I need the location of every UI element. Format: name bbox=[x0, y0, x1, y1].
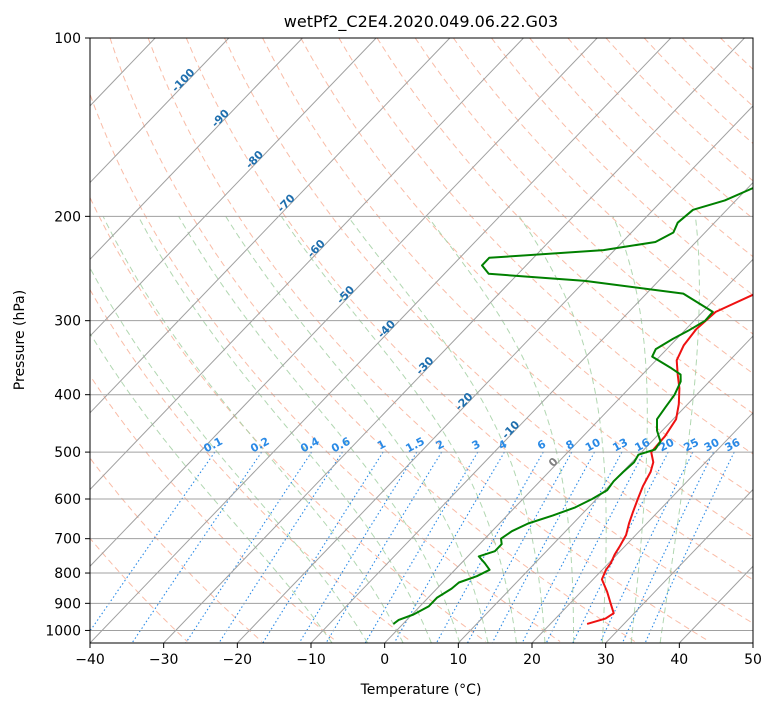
mixing-ratio-label: 25 bbox=[681, 436, 701, 455]
dry-adiabat-line bbox=[90, 457, 263, 642]
y-axis-title: Pressure (hPa) bbox=[12, 290, 28, 390]
background-lines bbox=[90, 38, 753, 643]
moist-adiabat-line bbox=[612, 216, 648, 643]
mixing-ratio-line bbox=[467, 451, 573, 643]
y-tick-label: 600 bbox=[54, 492, 81, 508]
isotherm-line bbox=[90, 38, 672, 643]
moist-adiabat-line bbox=[347, 216, 546, 643]
x-tick-label: −40 bbox=[75, 652, 105, 668]
dry-adiabat-line bbox=[224, 38, 753, 581]
x-tick-label: 10 bbox=[449, 652, 467, 668]
x-tick-label: −20 bbox=[223, 652, 253, 668]
x-tick-label: 0 bbox=[380, 652, 389, 668]
y-tick-label: 900 bbox=[54, 596, 81, 612]
isotherm-line bbox=[90, 38, 451, 414]
mixing-ratio-line bbox=[325, 451, 443, 643]
y-tick-label: 500 bbox=[54, 445, 81, 461]
isotherm-line bbox=[90, 38, 230, 184]
isotherm-line bbox=[90, 38, 598, 567]
y-tick-label: 200 bbox=[54, 209, 81, 225]
dry-adiabat-line bbox=[90, 374, 337, 642]
temperature-profile-line bbox=[586, 293, 753, 625]
dry-adiabat-line bbox=[90, 196, 486, 642]
y-tick-label: 800 bbox=[54, 566, 81, 582]
x-tick-label: 30 bbox=[597, 652, 615, 668]
isotherm-line bbox=[605, 488, 753, 643]
isotherm-line bbox=[384, 258, 753, 643]
y-tick-label: 700 bbox=[54, 532, 81, 548]
mixing-ratio-label: 30 bbox=[702, 436, 722, 455]
mixing-ratio-label: 13 bbox=[610, 436, 630, 455]
mixing-ratio-line bbox=[545, 451, 645, 643]
x-axis-title: Temperature (°C) bbox=[360, 682, 482, 698]
mixing-ratio-line bbox=[599, 451, 694, 643]
mixing-ratio-label: 10 bbox=[583, 436, 603, 455]
dry-adiabat-line bbox=[109, 38, 635, 642]
mixing-ratio-label: 16 bbox=[633, 436, 653, 455]
mixing-ratio-line bbox=[621, 451, 714, 643]
series-layer bbox=[392, 186, 753, 625]
moist-adiabat-line bbox=[90, 266, 369, 643]
x-tick-label: 40 bbox=[670, 652, 688, 668]
dry-adiabat-line bbox=[90, 288, 412, 642]
isotherm-line bbox=[236, 105, 753, 643]
isotherm-line bbox=[457, 335, 753, 643]
dry-adiabat-line bbox=[338, 38, 753, 455]
y-tick-label: 400 bbox=[54, 388, 81, 404]
plot-frame bbox=[89, 37, 754, 644]
isotherm-line bbox=[90, 38, 303, 261]
dry-adiabat-line bbox=[300, 38, 753, 496]
moist-adiabat-line bbox=[518, 216, 607, 643]
mixing-ratio-line bbox=[572, 451, 669, 643]
isotherm-line bbox=[163, 38, 745, 643]
x-tick-label: −30 bbox=[149, 652, 179, 668]
moist-adiabat-line bbox=[659, 216, 700, 643]
chart-title: wetPf2_C2E4.2020.049.06.22.G03 bbox=[284, 12, 558, 32]
dry-adiabat-line bbox=[90, 537, 188, 642]
x-tick-label: −10 bbox=[296, 652, 326, 668]
dry-adiabat-line bbox=[90, 92, 561, 642]
moist-adiabat-line bbox=[280, 216, 517, 643]
mixing-ratio-line bbox=[298, 451, 418, 643]
x-tick-label: 50 bbox=[744, 652, 762, 668]
mixing-ratio-label: 36 bbox=[723, 436, 743, 455]
y-tick-label: 1000 bbox=[45, 623, 81, 639]
mixing-ratio-line bbox=[185, 451, 313, 643]
axis-ticks: −40 −30 −20 −10 0 10 20 30 40 50 100 200 300 400 500 60… bbox=[45, 31, 762, 668]
isotherm-line bbox=[310, 181, 753, 643]
isotherm-line bbox=[90, 38, 377, 337]
y-tick-label: 300 bbox=[54, 314, 81, 330]
y-tick-label: 100 bbox=[54, 31, 81, 47]
dry-adiabat-line bbox=[491, 38, 753, 296]
mixing-ratio-line bbox=[90, 451, 216, 633]
moist-adiabat-line bbox=[102, 216, 404, 643]
dewpoint-profile-line bbox=[392, 186, 753, 625]
isotherm-line bbox=[531, 412, 753, 643]
dry-adiabat-line bbox=[147, 38, 710, 642]
moist-adiabat-line bbox=[137, 216, 432, 643]
x-tick-label: 20 bbox=[523, 652, 541, 668]
dry-adiabat-line bbox=[185, 38, 753, 624]
isotherm-line bbox=[90, 38, 524, 491]
